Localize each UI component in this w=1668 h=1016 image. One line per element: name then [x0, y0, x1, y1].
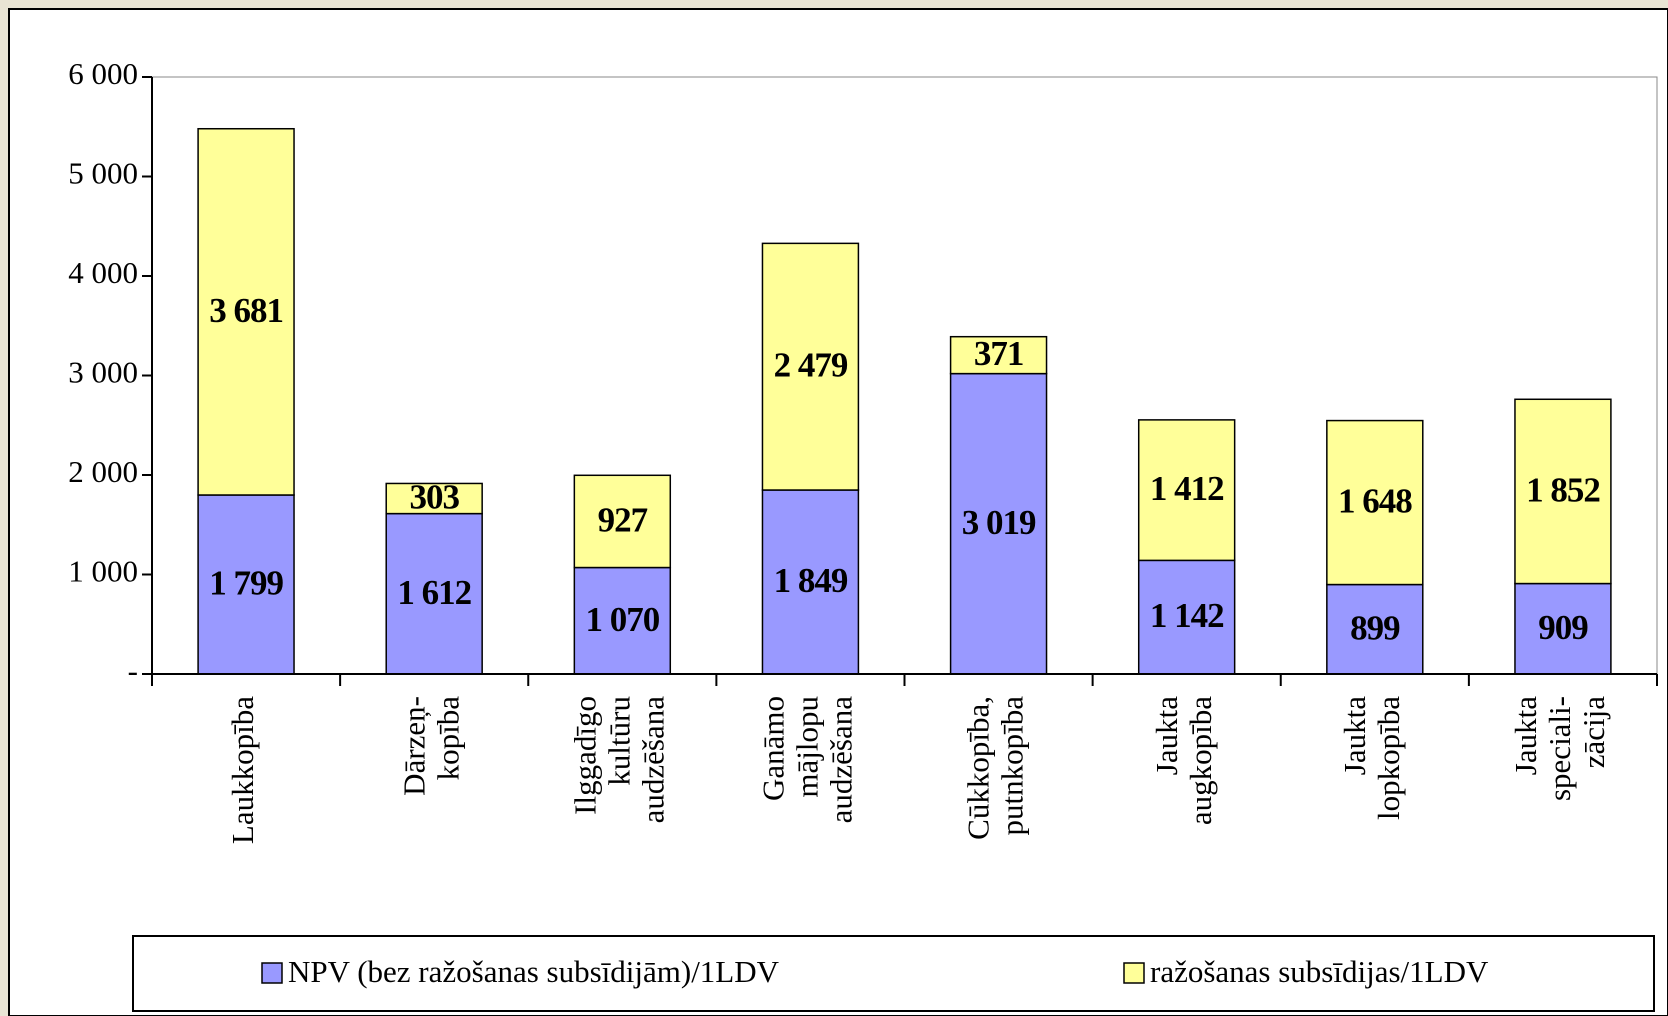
value-label: 3 019 [962, 503, 1036, 542]
legend-box [132, 935, 1655, 1012]
x-tick-label: zācija [1576, 696, 1611, 769]
x-tick-label: Cūkkopība, [961, 696, 996, 840]
bar-segment [197, 127, 295, 496]
y-tick-label: 1 000 [68, 554, 138, 589]
value-label: 3 681 [209, 291, 283, 330]
bar-segment [761, 242, 860, 491]
bar-segment [1326, 419, 1424, 586]
x-tick-label: lopkopība [1371, 696, 1406, 820]
y-tick-label: 6 000 [68, 56, 138, 91]
value-label: 371 [974, 334, 1024, 373]
legend-label: ražošanas subsīdijas/1LDV [1150, 954, 1489, 989]
value-label: 1 412 [1150, 469, 1224, 508]
x-tick-label: Dārzeņ- [396, 696, 431, 796]
y-tick-label: 2 000 [68, 454, 138, 489]
x-tick-label: kopība [430, 696, 465, 781]
x-tick-label: audzēšana [824, 696, 859, 824]
value-label: 1 799 [209, 564, 283, 603]
value-label: 1 612 [397, 573, 471, 612]
x-tick-label: mājlopu [790, 696, 825, 798]
bar-segment [1514, 398, 1612, 585]
bar-segment [385, 482, 483, 515]
value-label: 1 142 [1150, 596, 1224, 635]
y-tick-label: 4 000 [68, 255, 138, 290]
value-label: 899 [1350, 608, 1400, 647]
bar-segment [573, 566, 672, 675]
x-tick-label: putnkopība [995, 696, 1030, 836]
value-label: 1 852 [1526, 470, 1600, 509]
bar-segment [1326, 583, 1424, 675]
x-tick-label: augkopība [1183, 696, 1218, 825]
x-tick-label: audzēšana [635, 696, 670, 824]
bar-segment [385, 512, 483, 675]
value-label: 909 [1538, 608, 1588, 647]
y-tick-label: 3 000 [68, 355, 138, 390]
legend-label: NPV (bez ražošanas subsīdijām)/1LDV [288, 954, 780, 989]
legend-swatch [261, 962, 283, 984]
y-tick-label: - [128, 653, 138, 688]
bar-segment [573, 474, 672, 569]
x-tick-label: Jaukta [1149, 696, 1184, 775]
x-tick-label: Jaukta [1508, 696, 1543, 775]
value-label: 303 [409, 478, 459, 517]
y-tick-label: 5 000 [68, 156, 138, 191]
bar-segment [949, 372, 1048, 675]
x-tick-label: Jaukta [1337, 696, 1372, 775]
bar-segment [1137, 419, 1236, 562]
bar-segment [1137, 559, 1236, 675]
value-label: 1 849 [774, 561, 848, 600]
value-label: 1 070 [585, 600, 659, 639]
x-tick-label: Ganāmo [756, 696, 791, 801]
x-tick-label: speciali- [1542, 696, 1577, 801]
bar-segment [1514, 582, 1612, 675]
x-tick-label: Ilggadīgo [567, 696, 602, 815]
x-tick-label: Laukkopība [225, 696, 260, 844]
bar-segment [761, 489, 860, 675]
value-label: 1 648 [1338, 482, 1412, 521]
bar-segment [949, 335, 1048, 375]
x-tick-label: kultūru [601, 696, 636, 786]
legend-swatch [1123, 962, 1145, 984]
value-label: 2 479 [774, 346, 848, 385]
value-label: 927 [598, 500, 648, 539]
